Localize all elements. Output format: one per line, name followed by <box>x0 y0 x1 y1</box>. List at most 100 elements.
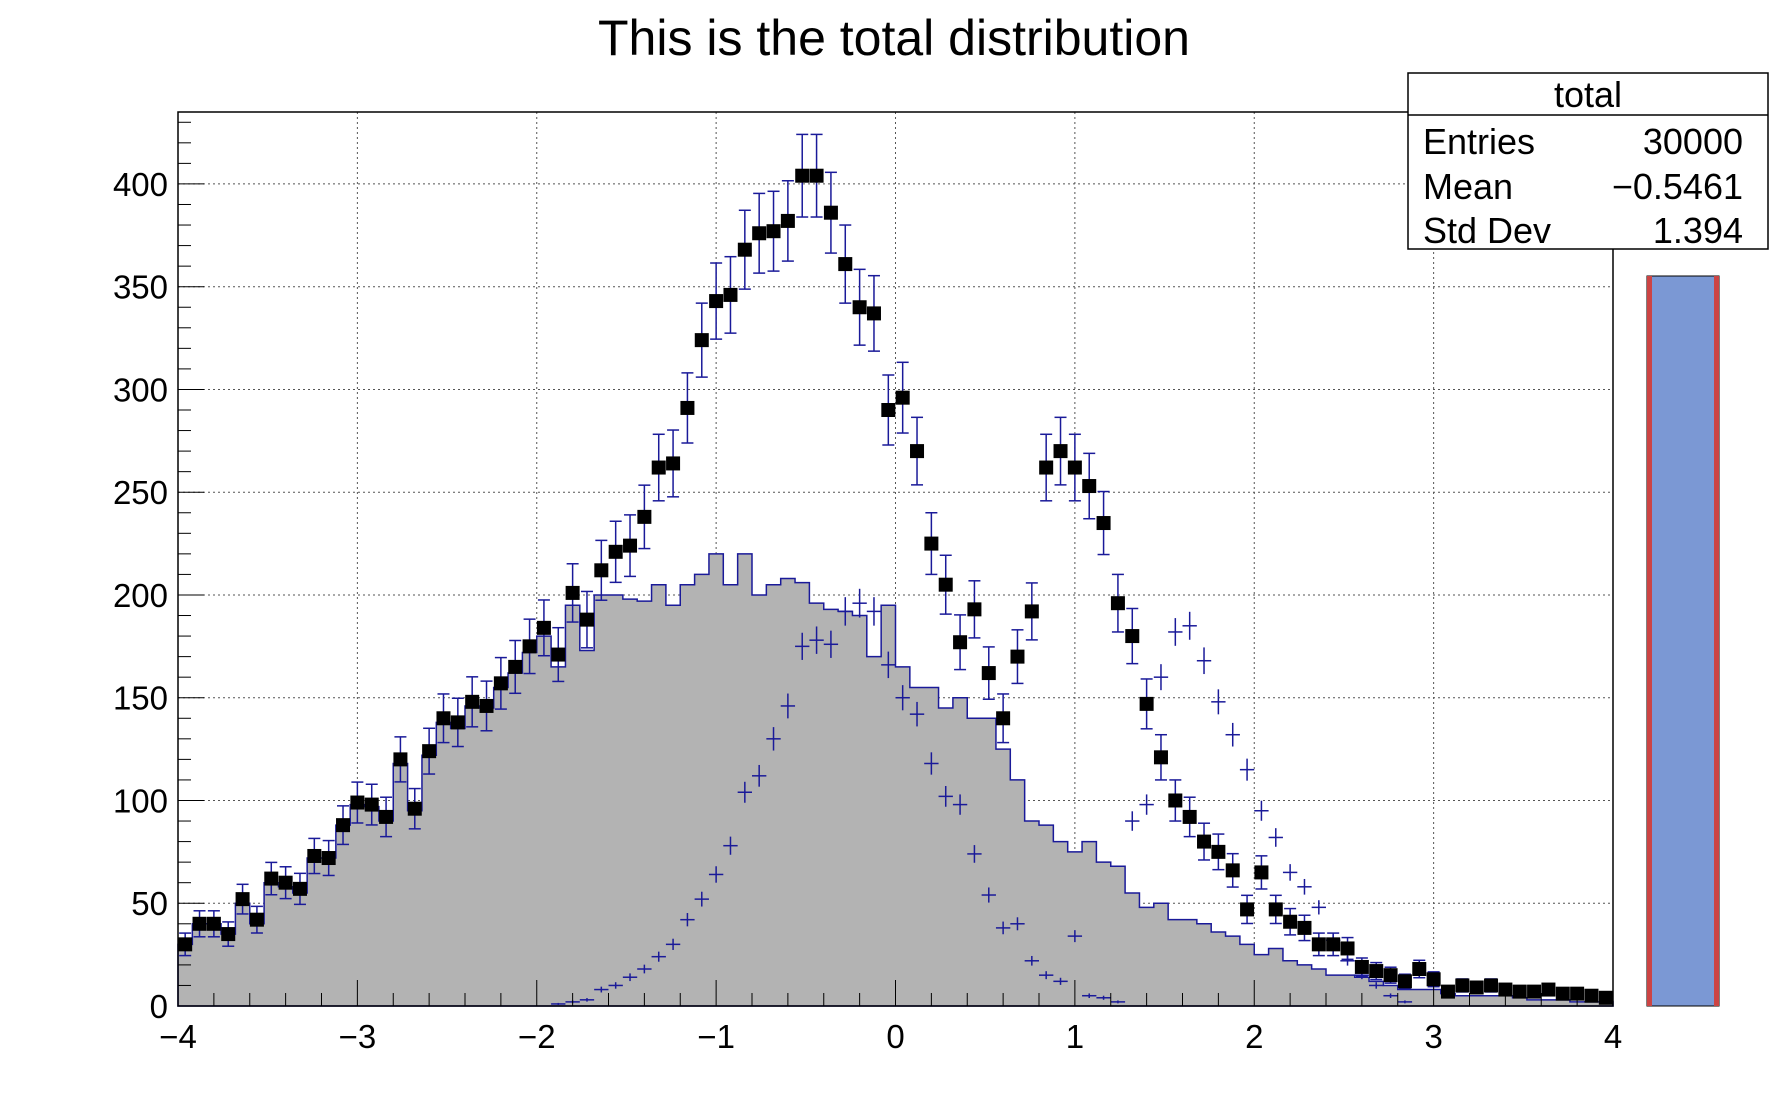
x-tick-label: 4 <box>1604 1018 1622 1055</box>
data-marker <box>637 509 652 524</box>
data-marker <box>1383 968 1398 983</box>
y-tick-label: 150 <box>113 680 168 717</box>
stats-label-entries: Entries <box>1423 121 1535 162</box>
data-marker <box>1197 834 1212 849</box>
data-marker <box>264 871 279 886</box>
data-marker <box>407 801 422 816</box>
stats-label-stddev: Std Dev <box>1423 210 1551 251</box>
x-tick-label: 1 <box>1066 1018 1084 1055</box>
side-bar-edge-left <box>1647 276 1652 1006</box>
data-marker <box>953 635 968 650</box>
data-marker <box>1426 972 1441 987</box>
x-tick-label: −3 <box>339 1018 377 1055</box>
data-marker <box>436 711 451 726</box>
data-marker <box>1340 941 1355 956</box>
data-marker <box>1354 959 1369 974</box>
data-marker <box>493 676 508 691</box>
data-marker <box>1369 964 1384 979</box>
data-marker <box>1541 982 1556 997</box>
data-marker <box>1110 596 1125 611</box>
x-tick-label: 0 <box>886 1018 904 1055</box>
data-marker <box>1039 460 1054 475</box>
data-marker <box>522 639 537 654</box>
data-marker <box>1225 863 1240 878</box>
data-marker <box>1412 962 1427 977</box>
data-marker <box>723 287 738 302</box>
axis-ticks <box>177 121 1614 1007</box>
data-marker <box>393 752 408 767</box>
data-marker <box>981 666 996 681</box>
data-marker <box>809 168 824 183</box>
data-marker <box>1067 460 1082 475</box>
side-color-bar <box>1646 275 1720 1007</box>
data-marker <box>1455 978 1470 993</box>
data-marker <box>938 577 953 592</box>
data-marker <box>766 224 781 239</box>
data-marker <box>694 333 709 348</box>
x-tick-label: −4 <box>159 1018 197 1055</box>
data-marker <box>737 242 752 257</box>
data-marker <box>292 881 307 896</box>
data-marker <box>278 875 293 890</box>
data-marker <box>852 300 867 315</box>
data-marker <box>866 306 881 321</box>
stats-box-title: total <box>1554 74 1622 115</box>
data-marker <box>996 711 1011 726</box>
data-marker <box>709 294 724 309</box>
data-marker <box>780 213 795 228</box>
data-marker <box>1598 990 1613 1005</box>
data-marker <box>1469 980 1484 995</box>
data-marker <box>364 797 379 812</box>
chart-title: This is the total distribution <box>598 10 1190 66</box>
data-marker <box>1326 937 1341 952</box>
data-marker <box>536 620 551 635</box>
data-marker <box>1096 516 1111 531</box>
x-tick-label: 2 <box>1245 1018 1263 1055</box>
data-marker <box>479 698 494 713</box>
data-marker <box>924 536 939 551</box>
data-marker <box>795 168 810 183</box>
data-marker <box>1254 865 1269 880</box>
data-marker <box>752 226 767 241</box>
stats-label-mean: Mean <box>1423 166 1513 207</box>
axis-tick-labels: −4 −3 −2 −1 0 1 2 3 4 0 50 100 150 200 250 300 350 400 <box>113 166 1622 1055</box>
data-marker <box>1512 984 1527 999</box>
data-marker <box>235 892 250 907</box>
data-marker <box>1010 649 1025 664</box>
data-marker <box>838 257 853 272</box>
data-marker <box>221 927 236 942</box>
stats-value-entries: 30000 <box>1643 121 1743 162</box>
y-tick-label: 50 <box>131 885 168 922</box>
data-markers <box>178 133 1613 1005</box>
data-marker <box>1397 974 1412 989</box>
data-marker <box>1555 986 1570 1001</box>
data-marker <box>321 851 336 866</box>
data-marker <box>1240 902 1255 917</box>
data-marker <box>192 916 207 931</box>
data-marker <box>551 647 566 662</box>
y-tick-label: 250 <box>113 474 168 511</box>
data-marker <box>680 400 695 415</box>
data-marker <box>465 694 480 709</box>
data-marker <box>1211 844 1226 859</box>
data-marker <box>1311 937 1326 952</box>
stats-box: total Entries 30000 Mean −0.5461 Std Dev… <box>1407 72 1769 251</box>
data-marker <box>967 602 982 617</box>
data-marker <box>1168 793 1183 808</box>
data-marker <box>1024 604 1039 619</box>
data-marker <box>1584 988 1599 1003</box>
data-marker <box>1527 984 1542 999</box>
data-marker <box>666 456 681 471</box>
y-tick-label: 100 <box>113 782 168 819</box>
data-marker <box>422 744 437 759</box>
y-tick-label: 0 <box>150 988 168 1025</box>
data-marker <box>565 585 580 600</box>
data-marker <box>881 403 896 417</box>
data-marker <box>206 916 221 931</box>
data-marker <box>895 390 910 405</box>
data-marker <box>350 795 365 810</box>
data-marker <box>379 809 394 824</box>
data-marker <box>1484 978 1499 993</box>
side-bar-fill <box>1646 275 1720 1007</box>
